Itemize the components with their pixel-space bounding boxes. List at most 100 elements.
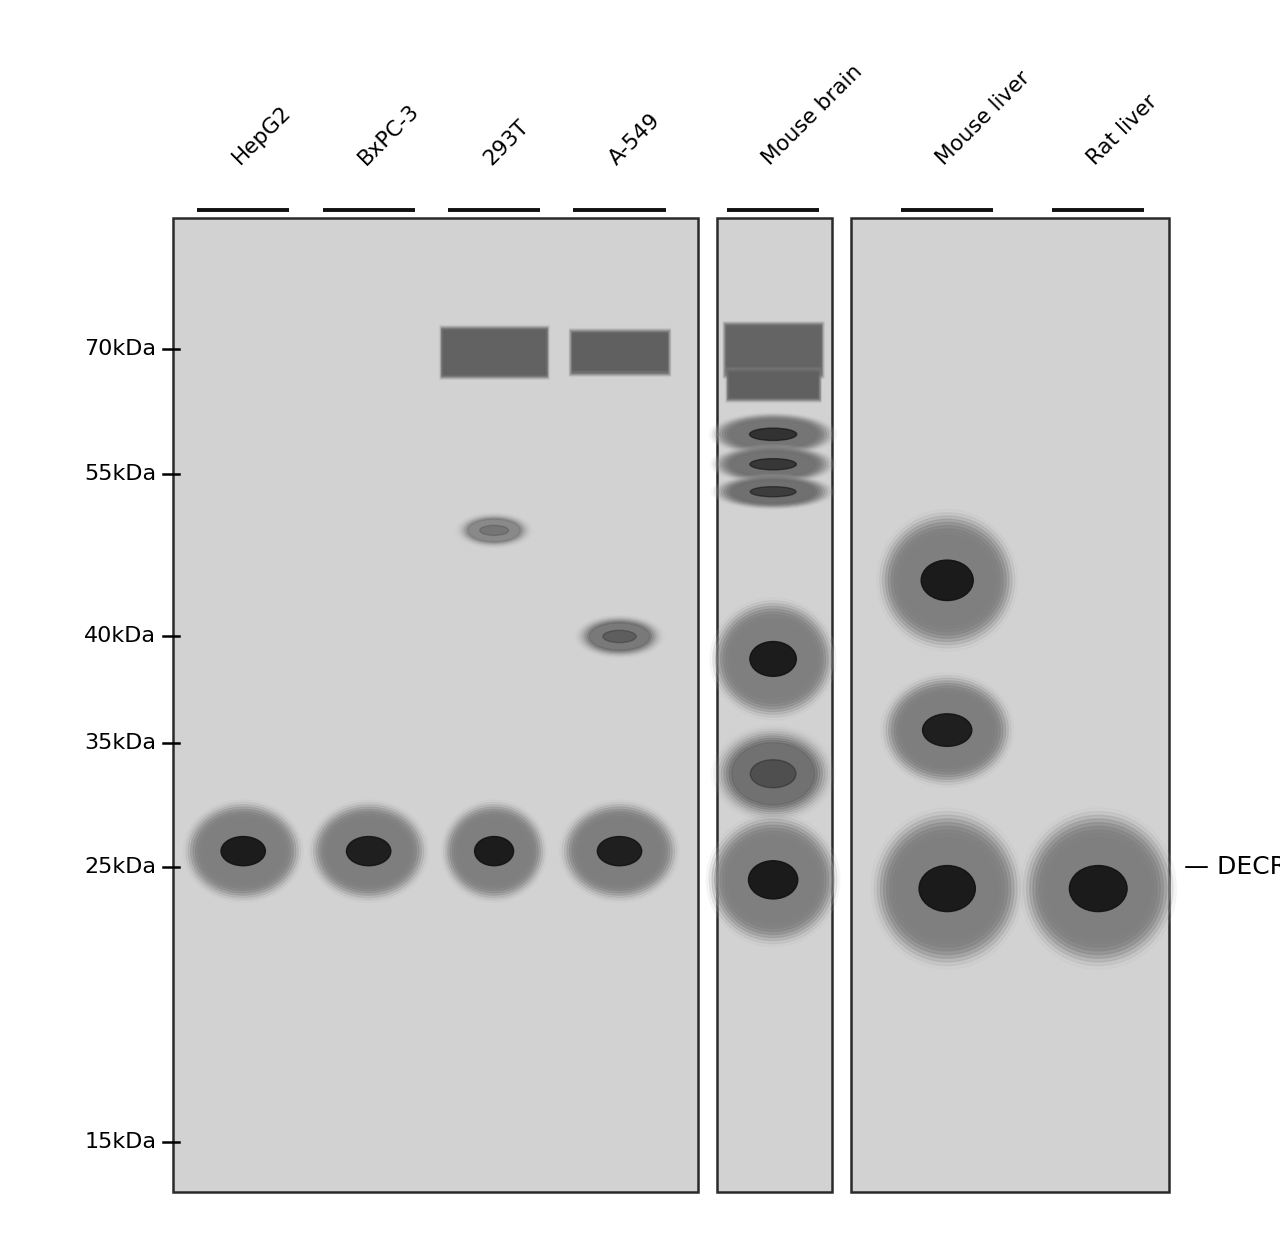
Ellipse shape (589, 623, 650, 650)
Ellipse shape (314, 805, 424, 897)
Ellipse shape (579, 819, 660, 884)
Ellipse shape (572, 811, 667, 891)
Ellipse shape (883, 822, 1011, 955)
Ellipse shape (559, 800, 680, 902)
Ellipse shape (919, 866, 975, 911)
Bar (717, 218, 832, 1192)
Ellipse shape (714, 414, 832, 454)
Ellipse shape (719, 731, 827, 816)
Ellipse shape (1042, 834, 1155, 943)
Ellipse shape (717, 416, 829, 453)
Ellipse shape (717, 825, 829, 935)
Ellipse shape (1036, 826, 1161, 951)
Ellipse shape (709, 816, 837, 943)
Ellipse shape (580, 618, 659, 655)
Bar (724, 366, 822, 403)
Bar (851, 218, 1169, 1192)
Ellipse shape (466, 518, 522, 543)
Ellipse shape (326, 816, 411, 886)
Ellipse shape (1069, 866, 1128, 911)
Ellipse shape (196, 811, 291, 891)
Ellipse shape (721, 448, 826, 480)
Ellipse shape (727, 419, 819, 449)
Bar (570, 329, 669, 374)
Ellipse shape (750, 641, 796, 676)
Ellipse shape (1027, 815, 1170, 962)
Ellipse shape (726, 615, 820, 703)
Ellipse shape (575, 814, 664, 889)
Ellipse shape (724, 736, 822, 811)
Ellipse shape (713, 446, 833, 483)
Ellipse shape (454, 814, 534, 889)
Ellipse shape (443, 802, 545, 900)
Ellipse shape (445, 805, 543, 897)
Ellipse shape (714, 474, 832, 509)
Ellipse shape (881, 673, 1014, 787)
Ellipse shape (893, 529, 1001, 631)
Ellipse shape (582, 619, 657, 654)
Bar (568, 328, 671, 376)
Ellipse shape (750, 428, 796, 441)
Ellipse shape (896, 837, 998, 940)
Ellipse shape (712, 474, 835, 509)
Bar (439, 324, 549, 379)
Ellipse shape (730, 479, 817, 504)
Ellipse shape (576, 615, 663, 658)
Ellipse shape (1029, 819, 1167, 958)
Text: A-549: A-549 (605, 110, 664, 168)
Ellipse shape (719, 477, 827, 507)
Text: — DECR1: — DECR1 (1184, 855, 1280, 880)
Bar (440, 326, 548, 378)
Bar (570, 331, 669, 373)
Ellipse shape (714, 822, 832, 937)
Ellipse shape (731, 452, 815, 477)
Ellipse shape (188, 805, 298, 897)
Ellipse shape (717, 475, 829, 508)
Text: 293T: 293T (480, 116, 532, 168)
Ellipse shape (726, 451, 820, 478)
Ellipse shape (722, 477, 824, 507)
Ellipse shape (463, 517, 525, 544)
Ellipse shape (728, 618, 818, 700)
Bar (572, 332, 667, 372)
Ellipse shape (726, 835, 820, 925)
Ellipse shape (730, 740, 817, 807)
Ellipse shape (713, 600, 833, 718)
Ellipse shape (316, 807, 421, 895)
Ellipse shape (191, 807, 296, 895)
Ellipse shape (750, 487, 796, 497)
Ellipse shape (728, 837, 818, 922)
Bar (722, 319, 824, 379)
Ellipse shape (883, 675, 1011, 785)
Bar (572, 333, 667, 371)
Bar (723, 322, 823, 377)
Ellipse shape (202, 819, 284, 884)
Ellipse shape (870, 807, 1024, 970)
Ellipse shape (886, 519, 1009, 641)
Ellipse shape (730, 421, 817, 448)
Ellipse shape (923, 714, 972, 746)
Ellipse shape (719, 417, 827, 452)
Ellipse shape (567, 807, 672, 895)
Ellipse shape (887, 826, 1007, 951)
Ellipse shape (710, 444, 836, 484)
Ellipse shape (893, 834, 1001, 943)
Ellipse shape (562, 802, 677, 900)
Bar (444, 331, 544, 372)
Ellipse shape (877, 509, 1018, 651)
Ellipse shape (460, 515, 529, 545)
Bar (727, 369, 819, 399)
Ellipse shape (722, 418, 824, 451)
Text: Mouse liver: Mouse liver (933, 67, 1034, 168)
Ellipse shape (712, 413, 835, 456)
Ellipse shape (900, 691, 995, 769)
Ellipse shape (1033, 822, 1164, 955)
Text: BxPC-3: BxPC-3 (355, 100, 422, 168)
Ellipse shape (579, 617, 660, 656)
Ellipse shape (324, 814, 413, 889)
Bar (727, 327, 819, 372)
Ellipse shape (723, 831, 823, 929)
Ellipse shape (462, 515, 526, 545)
Ellipse shape (452, 811, 536, 891)
Text: 35kDa: 35kDa (84, 733, 156, 753)
